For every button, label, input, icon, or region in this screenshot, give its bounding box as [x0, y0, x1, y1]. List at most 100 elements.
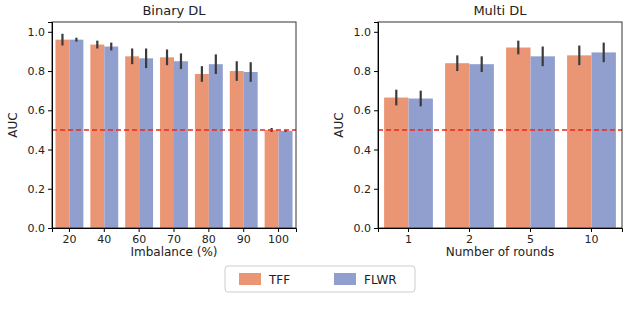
y-axis: 0.0 0.2 0.4 0.6 0.8 1.0 [28, 23, 53, 236]
tick-mark [48, 228, 52, 229]
error-bar [145, 48, 147, 68]
tick-mark [374, 110, 378, 111]
tick: 1.0 [28, 26, 53, 39]
tick: 0.6 [28, 104, 53, 117]
legend-swatch [334, 273, 356, 285]
tick: 70 [167, 228, 181, 246]
tick-mark [374, 71, 378, 72]
error-bar [131, 48, 133, 64]
tick: 60 [132, 228, 146, 246]
tick-label: 10 [585, 233, 599, 246]
error-bar [603, 43, 605, 63]
legend-label: FLWR [364, 273, 397, 287]
bar [470, 64, 494, 228]
bar [125, 56, 139, 228]
error-bar [110, 43, 112, 51]
bar [230, 71, 244, 228]
axis-line [379, 229, 623, 233]
legend-box [225, 266, 415, 292]
error-bar [420, 91, 422, 107]
axis-line [374, 23, 379, 229]
error-bar [250, 62, 252, 82]
tick-label: 1.0 [28, 26, 46, 39]
tick-mark [374, 228, 378, 229]
error-bar [61, 34, 63, 46]
tick-label: 5 [527, 233, 534, 246]
bar [279, 131, 293, 228]
error-bar [542, 47, 544, 67]
bar [104, 47, 118, 228]
tick-mark [48, 110, 52, 111]
tick-label: 0.0 [28, 222, 46, 235]
bar [506, 48, 530, 228]
bar [160, 57, 174, 228]
tick-label: 1.0 [354, 26, 372, 39]
tick-label: 70 [167, 233, 181, 246]
legend-swatch [239, 273, 261, 285]
tick-label: 0.8 [354, 65, 372, 78]
x-axis-title: Number of rounds [446, 245, 555, 259]
tick-mark [48, 32, 52, 33]
chart-panel: 0.00.20.40.60.81.0204060708090100Binary … [6, 3, 297, 259]
bar [445, 63, 469, 228]
bar [384, 98, 408, 228]
tick: 0.0 [28, 222, 53, 235]
tick: 0.8 [28, 65, 53, 78]
x-axis-title: Imbalance (%) [130, 245, 217, 259]
reference-line [52, 129, 296, 131]
axis-line [53, 229, 297, 233]
tick-mark [48, 150, 52, 151]
chart-panel: 0.00.20.40.60.81.012510Multi DLNumber of… [332, 3, 623, 259]
chart-title: Binary DL [142, 3, 206, 18]
bar [209, 64, 223, 228]
tick-label: 0.4 [28, 144, 46, 157]
error-bar [481, 56, 483, 72]
error-bar [201, 66, 203, 82]
tick-mark [408, 228, 409, 232]
bar [592, 52, 616, 228]
error-bar [456, 55, 458, 71]
tick-mark [69, 228, 70, 232]
y-axis-title: AUC [6, 112, 20, 137]
tick: 5 [527, 228, 534, 246]
tick-mark [374, 150, 378, 151]
tick-label: 1 [405, 233, 412, 246]
tick-label: 40 [97, 233, 111, 246]
error-bar [395, 90, 397, 106]
tick-mark [104, 228, 105, 232]
y-axis: 0.0 0.2 0.4 0.6 0.8 1.0 [354, 23, 379, 236]
tick-label: 0.8 [28, 65, 46, 78]
tick-mark [374, 189, 378, 190]
tick-label: 0.2 [354, 183, 372, 196]
tick-label: 0.4 [354, 144, 372, 157]
plot-area [378, 41, 622, 228]
plot-area [52, 34, 296, 228]
legend: TFFFLWR [225, 266, 415, 292]
tick: 10 [585, 228, 599, 246]
tick-mark [48, 71, 52, 72]
tick: 0.2 [28, 183, 53, 196]
tick: 0.2 [354, 183, 379, 196]
bar [567, 55, 591, 228]
bar [195, 74, 209, 228]
tick-mark [469, 228, 470, 232]
plot-frame [378, 22, 622, 228]
tick-label: 0.2 [28, 183, 46, 196]
tick: 0.4 [354, 144, 379, 157]
error-bar [96, 41, 98, 49]
tick: 1.0 [354, 26, 379, 39]
tick: 40 [97, 228, 111, 246]
tick: 1 [405, 228, 412, 246]
bar [139, 58, 153, 228]
tick: 0.8 [354, 65, 379, 78]
error-bar [236, 61, 238, 81]
tick-label: 0.0 [354, 222, 372, 235]
tick-mark [530, 228, 531, 232]
bar [174, 61, 188, 228]
tick-mark [591, 228, 592, 232]
tick-mark [374, 32, 378, 33]
x-axis: 12510 [379, 228, 623, 246]
tick: 0.6 [354, 104, 379, 117]
bar [244, 72, 258, 228]
tick-mark [208, 228, 209, 232]
